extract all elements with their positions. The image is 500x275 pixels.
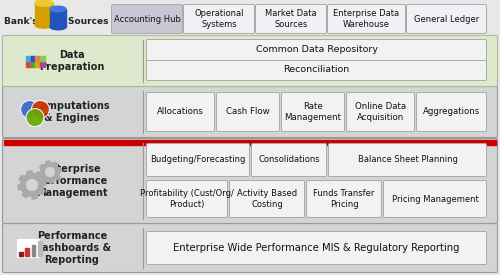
- FancyBboxPatch shape: [146, 232, 486, 265]
- Text: Funds Transfer
Pricing: Funds Transfer Pricing: [314, 189, 374, 209]
- FancyBboxPatch shape: [146, 40, 486, 60]
- FancyBboxPatch shape: [306, 180, 382, 218]
- FancyBboxPatch shape: [346, 92, 414, 131]
- Text: Performance
Dashboards &
Reporting: Performance Dashboards & Reporting: [34, 231, 110, 265]
- Bar: [26, 248, 30, 256]
- Text: Common Data Repository: Common Data Repository: [256, 45, 378, 54]
- FancyBboxPatch shape: [384, 180, 486, 218]
- Text: Enterprise Data
Warehouse: Enterprise Data Warehouse: [334, 9, 400, 29]
- FancyBboxPatch shape: [146, 92, 214, 131]
- FancyBboxPatch shape: [2, 139, 498, 224]
- FancyBboxPatch shape: [416, 92, 486, 131]
- Text: Reconciliation: Reconciliation: [284, 65, 350, 75]
- Text: Activity Based
Costing: Activity Based Costing: [237, 189, 297, 209]
- Polygon shape: [39, 161, 61, 183]
- Bar: [36, 62, 40, 67]
- FancyBboxPatch shape: [282, 92, 344, 131]
- Text: Operational
Systems: Operational Systems: [194, 9, 244, 29]
- Bar: [19, 252, 23, 256]
- FancyBboxPatch shape: [406, 4, 486, 34]
- Text: Market Data
Sources: Market Data Sources: [265, 9, 317, 29]
- Bar: [31, 56, 36, 60]
- Text: Data
Preparation: Data Preparation: [40, 50, 104, 72]
- Ellipse shape: [50, 24, 66, 30]
- FancyBboxPatch shape: [184, 4, 254, 34]
- FancyBboxPatch shape: [256, 4, 326, 34]
- FancyBboxPatch shape: [2, 87, 498, 138]
- Bar: [4, 140, 496, 145]
- Circle shape: [46, 167, 54, 176]
- Bar: [38, 241, 42, 256]
- Bar: [32, 245, 36, 256]
- Text: Enterprise
Performance
Management: Enterprise Performance Management: [36, 164, 108, 198]
- FancyBboxPatch shape: [216, 92, 280, 131]
- Bar: [40, 56, 44, 60]
- Text: Pricing Management: Pricing Management: [392, 194, 478, 204]
- Text: Computations
& Engines: Computations & Engines: [34, 101, 110, 123]
- Bar: [26, 62, 30, 67]
- Text: General Ledger: General Ledger: [414, 15, 479, 23]
- Text: Budgeting/Forecasting: Budgeting/Forecasting: [150, 155, 246, 164]
- Ellipse shape: [50, 6, 66, 12]
- FancyBboxPatch shape: [146, 59, 486, 81]
- Bar: [50, 9, 66, 27]
- FancyBboxPatch shape: [252, 144, 326, 177]
- Ellipse shape: [35, 0, 53, 6]
- Text: Consolidations: Consolidations: [258, 155, 320, 164]
- Bar: [31, 62, 36, 67]
- Text: Profitability (Cust/Org/
Product): Profitability (Cust/Org/ Product): [140, 189, 234, 209]
- Polygon shape: [18, 171, 46, 199]
- Circle shape: [20, 100, 38, 119]
- Circle shape: [32, 100, 50, 119]
- Bar: [16, 238, 40, 258]
- Bar: [26, 56, 30, 60]
- FancyBboxPatch shape: [146, 180, 228, 218]
- FancyBboxPatch shape: [230, 180, 304, 218]
- Text: Enterprise Wide Performance MIS & Regulatory Reporting: Enterprise Wide Performance MIS & Regula…: [174, 243, 460, 253]
- Text: Bank's Data Sources: Bank's Data Sources: [4, 16, 108, 26]
- FancyBboxPatch shape: [2, 224, 498, 273]
- Bar: [36, 56, 40, 60]
- Text: Aggregations: Aggregations: [423, 108, 480, 117]
- FancyBboxPatch shape: [2, 35, 498, 87]
- Text: Rate
Management: Rate Management: [284, 102, 342, 122]
- FancyBboxPatch shape: [328, 144, 486, 177]
- Ellipse shape: [35, 22, 53, 28]
- Text: Online Data
Acquisition: Online Data Acquisition: [355, 102, 406, 122]
- Circle shape: [26, 109, 44, 126]
- Text: Cash Flow: Cash Flow: [226, 108, 270, 117]
- FancyBboxPatch shape: [328, 4, 406, 34]
- FancyBboxPatch shape: [146, 144, 250, 177]
- Circle shape: [26, 180, 38, 191]
- Text: Allocations: Allocations: [157, 108, 204, 117]
- Text: Balance Sheet Planning: Balance Sheet Planning: [358, 155, 458, 164]
- Text: Accounting Hub: Accounting Hub: [114, 15, 180, 23]
- Bar: [35, 3, 53, 25]
- Bar: [40, 62, 44, 67]
- FancyBboxPatch shape: [112, 4, 182, 34]
